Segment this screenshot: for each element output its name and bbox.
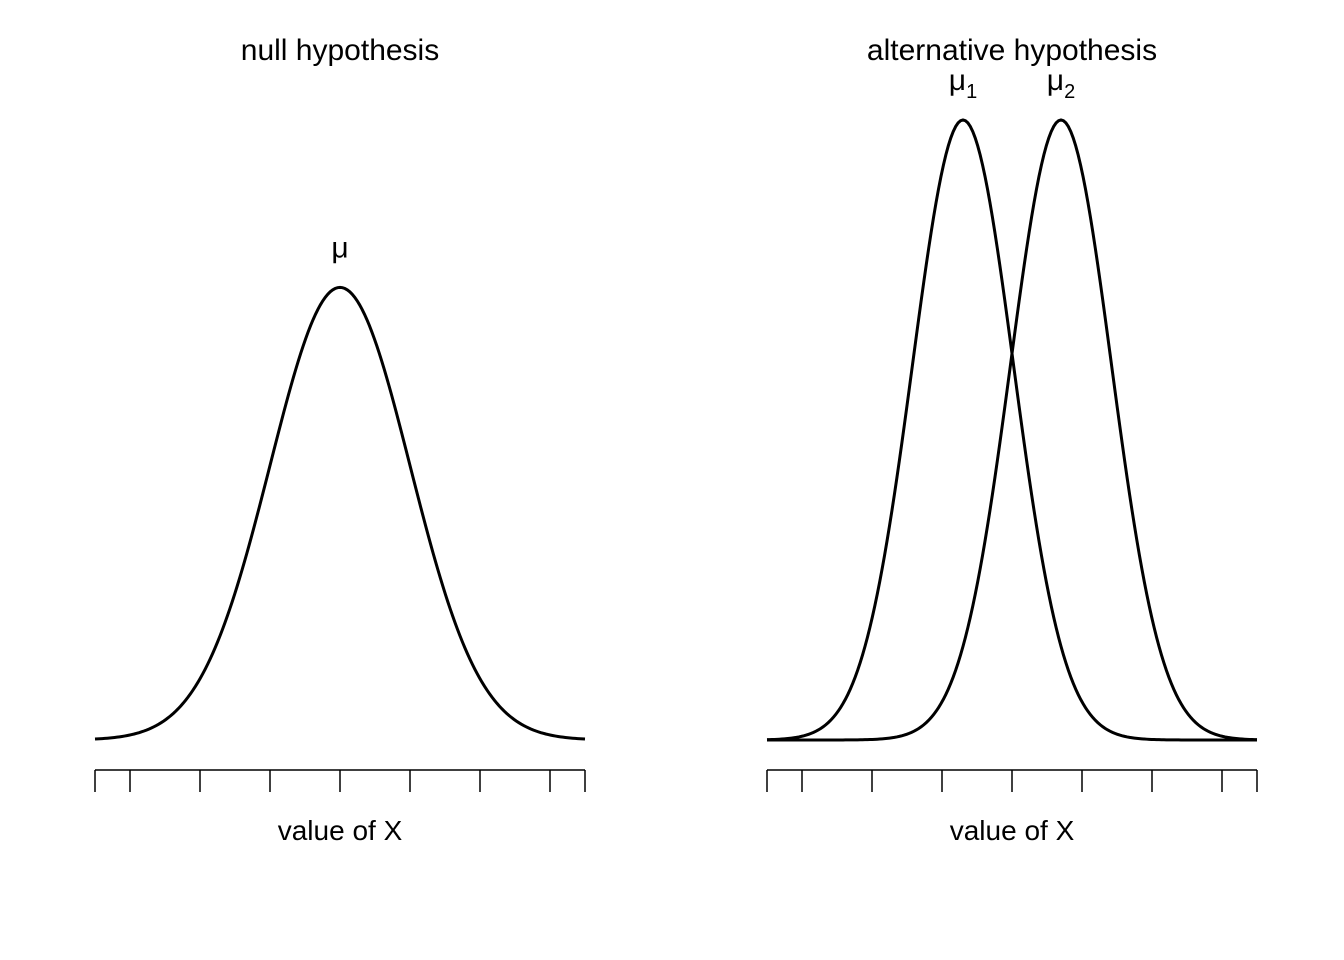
right-mu-label-1: μ2 [1047,64,1075,103]
right-panel: alternative hypothesisμ1 μ2 value of X [672,0,1344,960]
left-x-axis-label: value of X [278,815,403,846]
chart-container: null hypothesis μ value of X alternative h… [0,0,1344,960]
right-x-axis-label: value of X [950,815,1075,846]
left-chart-title: null hypothesis [241,34,439,67]
right-mu-label-0: μ1 [949,64,977,103]
right-chart-title: alternative hypothesis [867,34,1157,67]
right-curve-1 [767,120,1257,740]
left-mu-label: μ [331,231,348,264]
left-chart-svg: null hypothesis μ value of X [0,0,672,960]
left-curve-0 [95,287,585,739]
right-chart-svg: alternative hypothesisμ1 μ2 value of X [672,0,1344,960]
right-curve-0 [767,120,1257,740]
left-panel: null hypothesis μ value of X [0,0,672,960]
